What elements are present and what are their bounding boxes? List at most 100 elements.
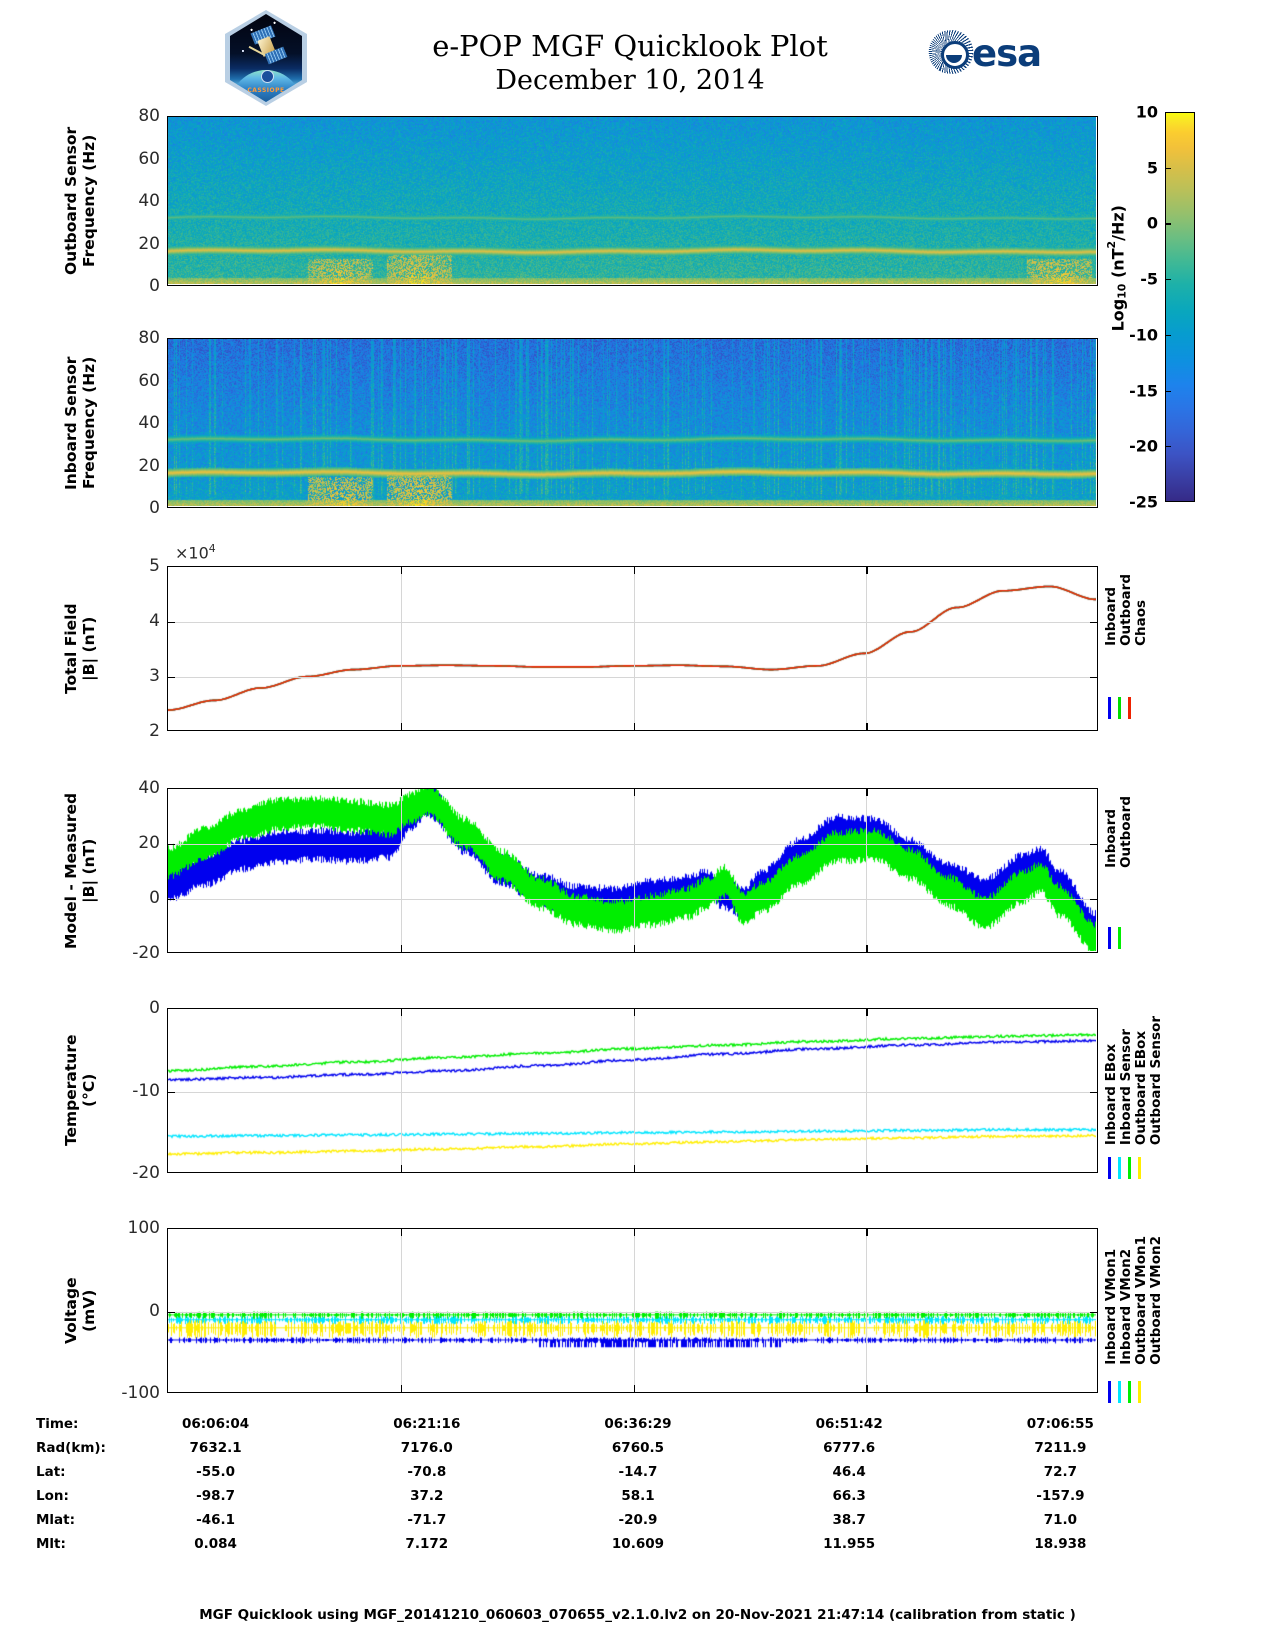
legend-item-label: Inboard VMon2 bbox=[1118, 1248, 1134, 1365]
legend-item-label: Outboard VMon2 bbox=[1148, 1236, 1164, 1365]
axes-temperature bbox=[167, 1008, 1098, 1173]
row-label: Mlt: bbox=[36, 1536, 66, 1552]
x-tick-mark bbox=[866, 1385, 868, 1392]
y-tick-mark bbox=[168, 1311, 175, 1313]
colorbar-gradient bbox=[1165, 112, 1195, 502]
y-tick-mark bbox=[1090, 1311, 1097, 1313]
table-cell: 6777.6 bbox=[823, 1440, 876, 1456]
y-tick-label: 40 bbox=[138, 191, 160, 211]
y-tick-label: 0 bbox=[149, 998, 160, 1018]
y-tick-mark bbox=[1090, 677, 1097, 679]
panel-outboard-spectrogram: Outboard Sensor Frequency (Hz) bbox=[0, 116, 1275, 286]
y-tick-mark bbox=[1090, 899, 1097, 901]
legend-swatches bbox=[1108, 927, 1121, 949]
x-tick-mark bbox=[400, 723, 403, 730]
row-label: Rad(km): bbox=[36, 1440, 106, 1456]
y-tick-label: 0 bbox=[149, 498, 160, 518]
y-tick-label: -10 bbox=[132, 1080, 160, 1101]
legend-swatches bbox=[1108, 1381, 1141, 1403]
page-header: CASSIOPE e-POP MGF Quicklook Plot Decemb… bbox=[0, 0, 1275, 108]
row-label: Lon: bbox=[36, 1488, 69, 1504]
table-cell: 06:51:42 bbox=[815, 1416, 883, 1432]
y-tick-label: -20 bbox=[132, 1163, 160, 1183]
legend-labels: Inboard Outboard bbox=[1103, 796, 1134, 868]
y-tick-mark bbox=[168, 844, 175, 846]
legend-item-label: Inboard bbox=[1103, 586, 1119, 646]
y-tick-label: 40 bbox=[138, 413, 160, 433]
x-tick-mark bbox=[866, 723, 868, 730]
axes-voltage bbox=[167, 1228, 1098, 1393]
colorbar-tick-label: 5 bbox=[1146, 158, 1158, 178]
colorbar-tick-label: -25 bbox=[1129, 492, 1158, 512]
gridline-horizontal bbox=[168, 1311, 1097, 1313]
axes-inboard-spectrogram bbox=[167, 338, 1098, 508]
gridline-vertical bbox=[400, 789, 402, 952]
table-cell: -157.9 bbox=[1036, 1488, 1085, 1504]
colorbar-tick-label: 10 bbox=[1135, 102, 1158, 122]
table-row: Rad(km): 7632.1 7176.0 6760.5 6777.6 7211.9 bbox=[36, 1436, 1166, 1460]
y-tick-mark bbox=[168, 622, 175, 624]
y-axis-label: Outboard Sensor Frequency (Hz) bbox=[62, 126, 98, 276]
legend-color-swatch bbox=[1138, 1157, 1141, 1179]
gridline-vertical bbox=[400, 567, 402, 730]
x-tick-mark bbox=[400, 567, 403, 574]
table-cell: 0.084 bbox=[194, 1536, 237, 1552]
panel-total-field: Total Field |B| (nT) ×104 Inboard Outboard C… bbox=[0, 542, 1275, 731]
table-cell: -98.7 bbox=[196, 1488, 236, 1504]
gridline-vertical bbox=[866, 567, 868, 730]
legend-item-label: Inboard Sensor bbox=[1118, 1028, 1134, 1146]
colorbar-tick-mark bbox=[1165, 390, 1171, 392]
y-tick-label: 40 bbox=[138, 778, 160, 798]
legend-item-label: Outboard bbox=[1118, 574, 1134, 646]
x-tick-mark bbox=[400, 1165, 403, 1172]
y-tick-label: 60 bbox=[138, 370, 160, 391]
y-tick-mark bbox=[168, 677, 175, 679]
legend-item-label: Outboard VMon1 bbox=[1133, 1236, 1149, 1365]
colorbar-tick-mark bbox=[1165, 279, 1171, 281]
x-tick-mark bbox=[633, 1165, 635, 1172]
y-tick-label: 5 bbox=[149, 556, 160, 576]
legend-color-swatch bbox=[1108, 697, 1111, 719]
title-main: e-POP MGF Quicklook Plot bbox=[432, 29, 828, 63]
legend-item-label: Inboard VMon1 bbox=[1103, 1248, 1119, 1365]
y-tick-label: 80 bbox=[138, 106, 160, 126]
x-tick-mark bbox=[633, 723, 635, 730]
y-tick-label: 0 bbox=[149, 276, 160, 296]
y-axis-label: Temperature (°C) bbox=[62, 1034, 98, 1147]
y-tick-mark bbox=[168, 1091, 175, 1093]
legend-item-label: Chaos bbox=[1133, 599, 1149, 646]
gridline-vertical bbox=[633, 1229, 635, 1392]
gridline-vertical bbox=[633, 567, 635, 730]
legend-color-swatch bbox=[1118, 1381, 1121, 1403]
logo-emblem-icon bbox=[261, 70, 274, 83]
table-cell: 07:06:55 bbox=[1026, 1416, 1094, 1432]
y-tick-label: 4 bbox=[149, 611, 160, 631]
gridline-vertical bbox=[866, 1229, 868, 1392]
panel-model-minus-measured: Model - Measured |B| (nT) Inboard Outboard bbox=[0, 788, 1275, 953]
y-tick-label: 20 bbox=[138, 455, 160, 476]
table-cell: -71.7 bbox=[407, 1512, 447, 1528]
legend-item-label: Inboard EBox bbox=[1103, 1043, 1119, 1146]
legend-model-minus-measured: Inboard Outboard bbox=[1102, 788, 1192, 993]
y-axis-label: Inboard Sensor Frequency (Hz) bbox=[62, 356, 98, 490]
esa-globe-icon bbox=[941, 41, 969, 69]
esa-agency-logo: esa bbox=[928, 30, 1046, 75]
legend-item-label: Inboard bbox=[1103, 808, 1119, 868]
y-tick-label: 60 bbox=[138, 148, 160, 169]
legend-color-swatch bbox=[1128, 1381, 1131, 1403]
page-title: e-POP MGF Quicklook Plot December 10, 20… bbox=[330, 28, 930, 98]
y-axis-label: Total Field |B| (nT) bbox=[62, 603, 98, 694]
gridline-vertical bbox=[400, 1229, 402, 1392]
table-cell: -46.1 bbox=[196, 1512, 236, 1528]
legend-item-label: Outboard bbox=[1118, 796, 1134, 868]
colorbar-tick-mark bbox=[1165, 223, 1171, 225]
legend-swatches bbox=[1108, 1157, 1141, 1179]
table-cell: 38.7 bbox=[832, 1512, 866, 1528]
y-tick-label: 20 bbox=[138, 233, 160, 254]
table-cell: -55.0 bbox=[196, 1464, 236, 1480]
y-axis-label: Voltage (mV) bbox=[62, 1277, 98, 1344]
colorbar-tick-label: -10 bbox=[1129, 325, 1158, 345]
y-tick-label: 20 bbox=[138, 833, 160, 853]
x-tick-mark bbox=[866, 789, 868, 796]
legend-color-swatch bbox=[1128, 1157, 1131, 1179]
